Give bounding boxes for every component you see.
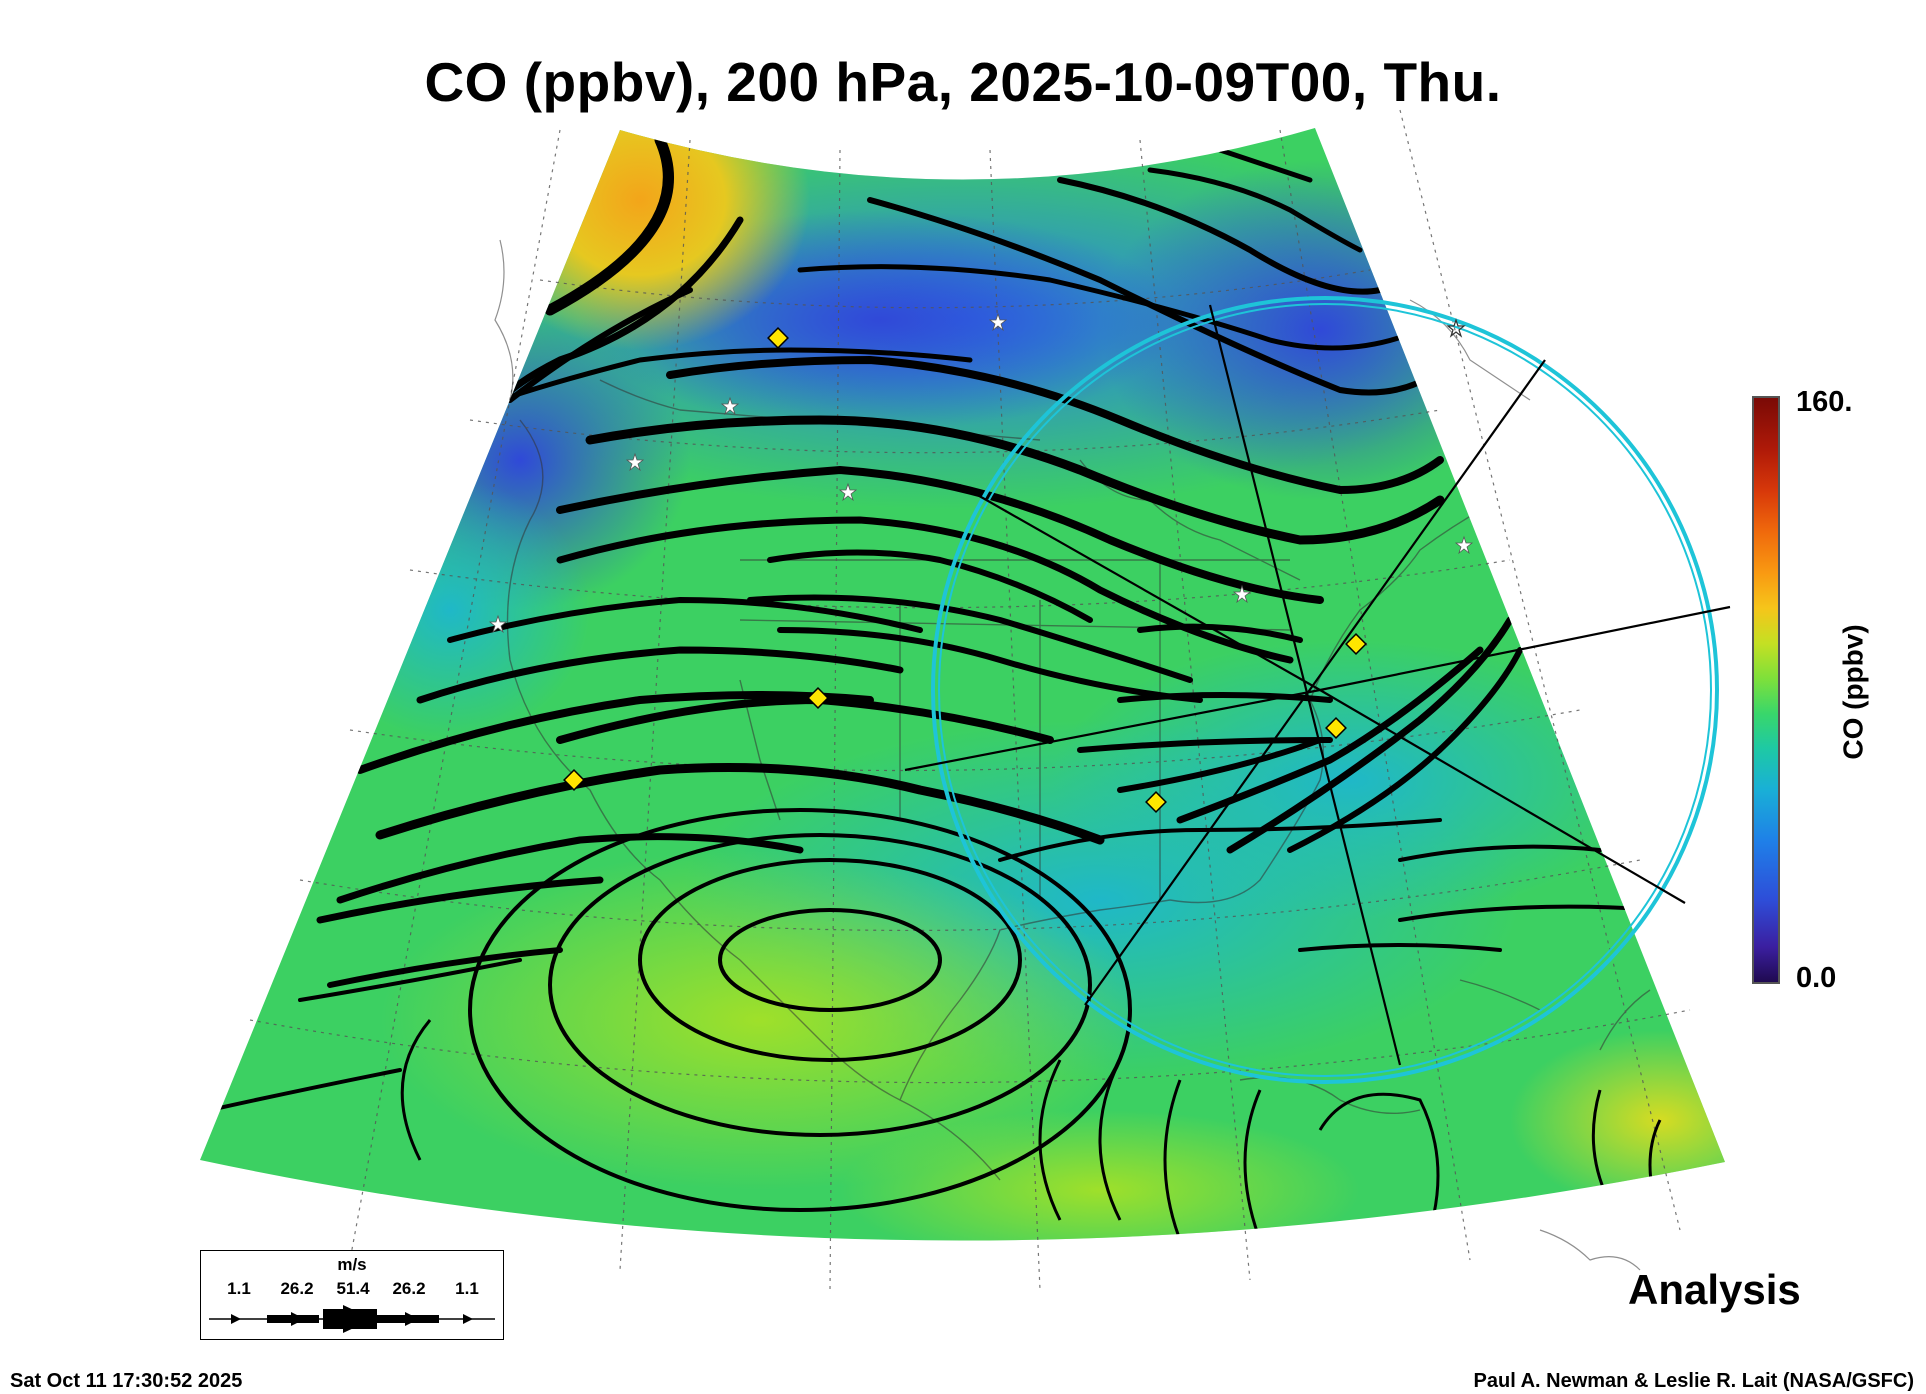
- station-diamond: [767, 327, 789, 349]
- station-star: [720, 396, 740, 416]
- legend-label: 1.1: [455, 1279, 479, 1298]
- colorbar-axis-label: CO (ppbv): [1837, 624, 1869, 760]
- colorbar-min-label: 0.0: [1796, 962, 1837, 994]
- station-diamond: [1345, 633, 1367, 655]
- station-star: [1232, 584, 1252, 604]
- map-title: CO (ppbv), 200 hPa, 2025-10-09T00, Thu.: [424, 51, 1502, 113]
- co-field: [200, 128, 1725, 1241]
- legend-label: 51.4: [336, 1279, 370, 1298]
- station-star: [838, 482, 858, 502]
- station-star: [488, 614, 508, 634]
- timestamp: Sat Oct 11 17:30:52 2025: [10, 1370, 243, 1392]
- legend-arrow-scale: [209, 1305, 495, 1333]
- legend-label: 1.1: [227, 1279, 251, 1298]
- station-diamond: [563, 769, 585, 791]
- flight-track-lines: [904, 304, 1731, 1066]
- white-star-markers: [488, 312, 1474, 634]
- station-star: [1446, 318, 1466, 338]
- station-diamond: [1145, 791, 1167, 813]
- anticyclone-rings: [400, 808, 1662, 1241]
- station-star: [988, 312, 1008, 332]
- legend-label: 26.2: [280, 1279, 314, 1298]
- analysis-label: Analysis: [1628, 1266, 1801, 1313]
- legend-units: m/s: [337, 1255, 367, 1274]
- station-diamond: [807, 687, 829, 709]
- colorbar-gradient: [1752, 396, 1780, 984]
- credit-line: Paul A. Newman & Leslie R. Lait (NASA/GS…: [1473, 1370, 1914, 1392]
- colorbar-max-label: 160.: [1796, 386, 1853, 418]
- station-star: [1454, 535, 1474, 555]
- wind-speed-legend: m/s 1.1 26.2 51.4 26.2 1.1: [200, 1250, 504, 1340]
- flight-range-ring: [931, 296, 1719, 1084]
- station-diamond: [1325, 717, 1347, 739]
- yellow-station-markers: [563, 327, 1367, 813]
- station-star: [625, 452, 645, 472]
- legend-label: 26.2: [392, 1279, 426, 1298]
- colorbar: 160. 0.0 CO (ppbv): [1752, 386, 1902, 994]
